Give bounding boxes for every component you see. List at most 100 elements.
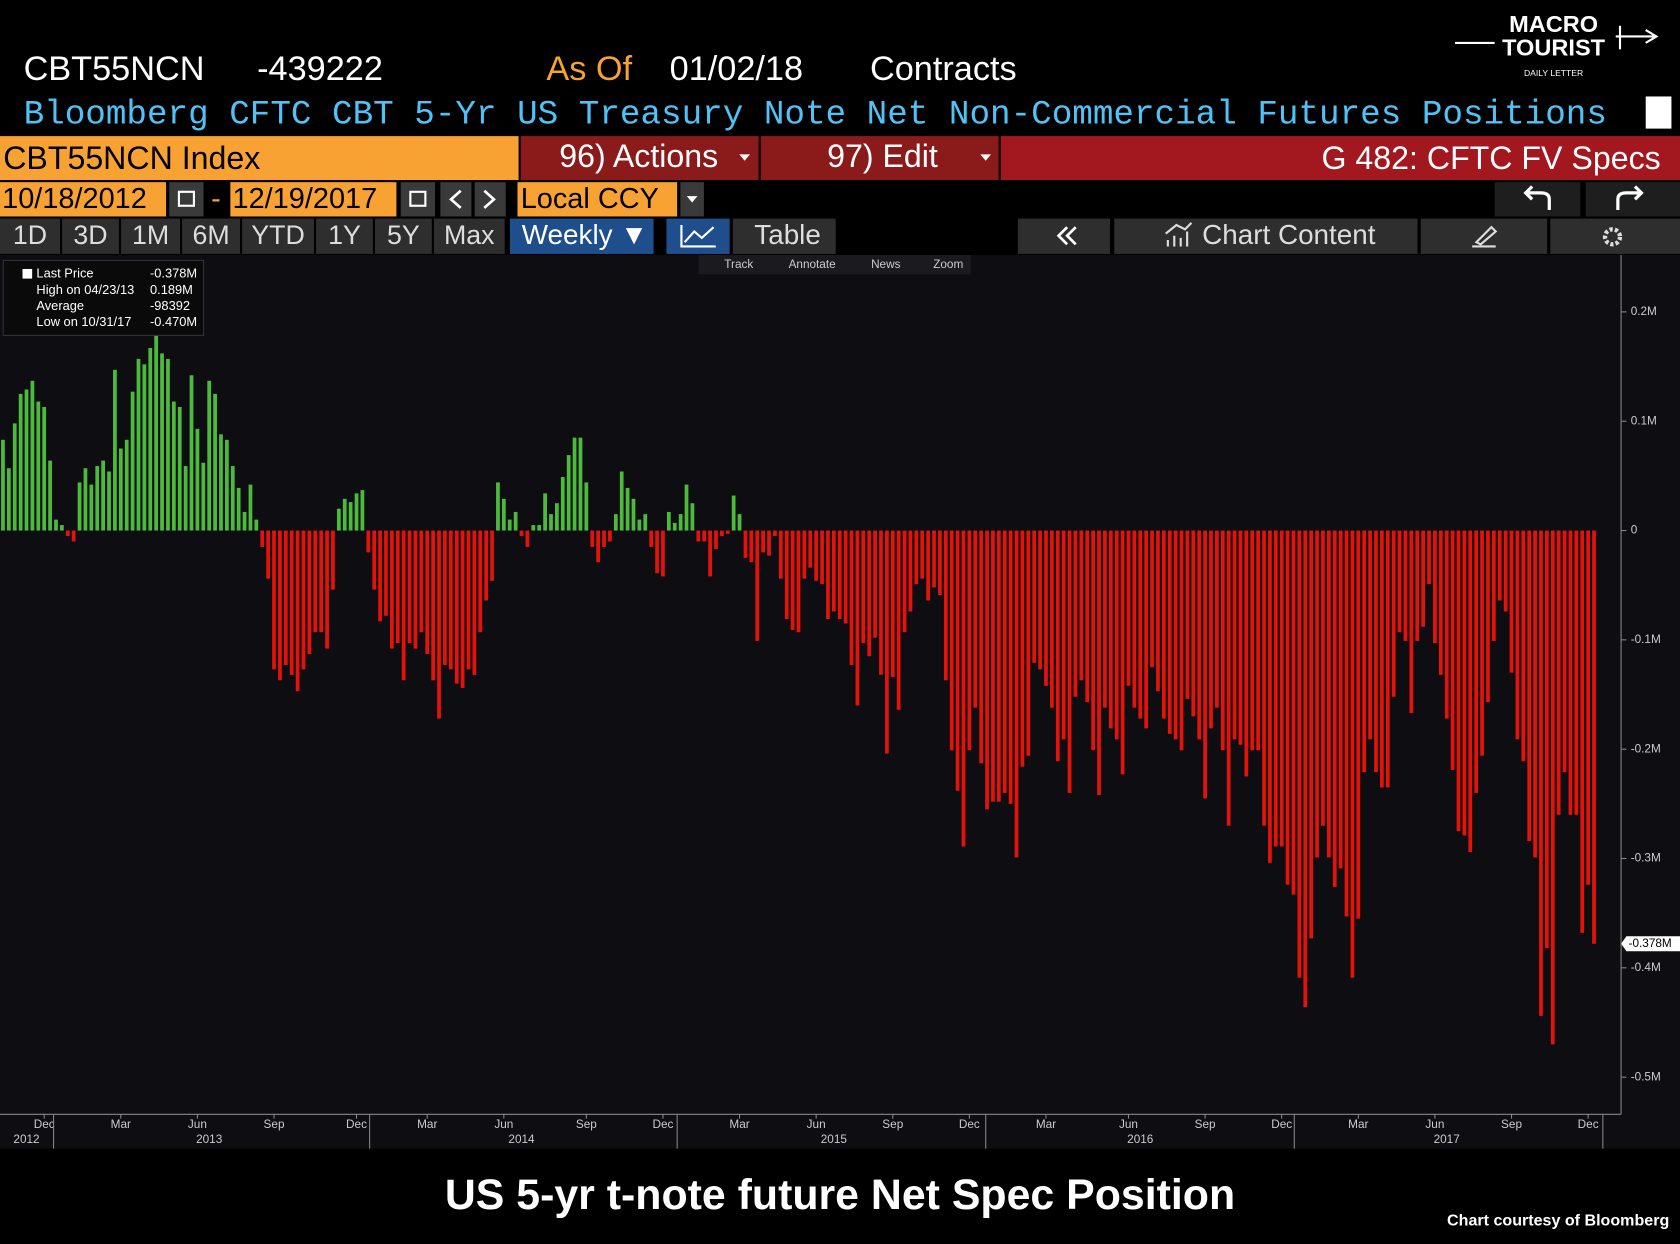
- bar: [1120, 530, 1125, 775]
- chart-tool[interactable]: News: [871, 258, 901, 271]
- bar: [372, 530, 377, 590]
- chart-tool[interactable]: Zoom: [933, 258, 963, 271]
- redo-button[interactable]: [1585, 182, 1680, 217]
- bar: [431, 530, 435, 681]
- period-label: Max: [444, 220, 495, 250]
- chart-content-button[interactable]: [1114, 218, 1418, 254]
- calendar-button[interactable]: [169, 182, 204, 217]
- bar: [513, 511, 518, 531]
- period-button[interactable]: [0, 218, 60, 254]
- bar: [507, 519, 512, 531]
- bar: [1173, 530, 1178, 740]
- bar: [48, 460, 52, 531]
- bar: [1338, 530, 1343, 869]
- y-tick-label: -0.5M: [1631, 1070, 1661, 1083]
- bar: [1580, 530, 1585, 933]
- legend-value: -98392: [150, 298, 190, 313]
- bar: [914, 530, 919, 585]
- bar: [171, 401, 176, 531]
- bar: [1368, 530, 1372, 740]
- legend-label: Last Price: [36, 266, 93, 281]
- legend-value: -0.470M: [150, 314, 197, 329]
- currency-field[interactable]: [517, 182, 678, 217]
- bar: [1103, 530, 1107, 708]
- period-button[interactable]: [121, 218, 180, 254]
- period-button[interactable]: [375, 218, 432, 254]
- bar: [843, 530, 848, 624]
- bar: [1474, 530, 1479, 793]
- x-tick-label: Jun: [1425, 1118, 1444, 1131]
- bar: [773, 530, 777, 536]
- legend-label: Low on 10/31/17: [36, 314, 131, 329]
- prev-button[interactable]: [440, 182, 472, 217]
- chart-view-button[interactable]: [666, 218, 730, 254]
- frequency-button[interactable]: [510, 218, 654, 254]
- start-date: 10/18/2012: [2, 183, 147, 215]
- security-field[interactable]: [0, 136, 519, 181]
- next-button[interactable]: [474, 182, 506, 217]
- x-tick-label: Dec: [34, 1118, 55, 1131]
- bar: [1550, 530, 1555, 1045]
- x-year-label: 2012: [13, 1133, 39, 1146]
- bar: [95, 466, 100, 531]
- bar: [1044, 530, 1048, 686]
- period-button[interactable]: [316, 218, 373, 254]
- edit-chart-button[interactable]: [1420, 218, 1548, 254]
- period-button[interactable]: [62, 218, 119, 254]
- settings-button[interactable]: [1550, 218, 1680, 254]
- table-button[interactable]: [732, 218, 836, 254]
- bar: [991, 530, 995, 802]
- x-tick-label: Mar: [111, 1118, 131, 1131]
- bar: [1497, 530, 1502, 601]
- chart-tool[interactable]: Track: [724, 258, 753, 271]
- collapse-button[interactable]: [1017, 218, 1110, 254]
- bar: [666, 511, 671, 531]
- undo-button[interactable]: [1494, 182, 1581, 217]
- next-icon: [483, 189, 496, 209]
- security: CBT55NCN Index: [3, 140, 260, 176]
- bar: [755, 530, 760, 641]
- bar: [107, 471, 111, 531]
- legend-value: -0.378M: [150, 266, 197, 281]
- period-button[interactable]: [433, 218, 505, 254]
- bar: [926, 530, 930, 601]
- calendar-button[interactable]: [400, 182, 435, 217]
- bar: [1232, 530, 1237, 740]
- end-date-field[interactable]: [230, 182, 397, 217]
- bar: [820, 530, 824, 585]
- x-tick-label: Jun: [807, 1118, 826, 1131]
- chart-tool-buttons: Track Annotate News Zoom: [724, 258, 963, 271]
- bar: [136, 358, 141, 531]
- function-label: G 482: CFTC FV Specs: [1322, 140, 1661, 176]
- period-button[interactable]: [242, 218, 314, 254]
- start-date-field[interactable]: [0, 182, 167, 217]
- bar: [837, 530, 842, 620]
- actions-button[interactable]: [520, 136, 759, 181]
- bar: [1273, 530, 1278, 847]
- period-button[interactable]: [182, 218, 240, 254]
- bar: [18, 393, 23, 531]
- bar: [443, 530, 447, 666]
- x-tick-label: Mar: [729, 1118, 749, 1131]
- as-of-label: As Of: [546, 50, 632, 88]
- bar: [560, 476, 565, 531]
- bar: [525, 530, 530, 547]
- bar: [902, 530, 907, 633]
- period-label: 6M: [192, 220, 229, 250]
- x-tick-label: Sep: [576, 1118, 597, 1131]
- export-icon[interactable]: [1645, 96, 1672, 129]
- x-tick-label: Jun: [494, 1118, 513, 1131]
- bar: [384, 530, 388, 616]
- edit-button[interactable]: [760, 136, 999, 181]
- dropdown-arrow: [980, 154, 992, 161]
- period-label: 1M: [132, 220, 169, 250]
- bar: [366, 530, 371, 553]
- last-price-label: -0.378M: [1629, 937, 1672, 950]
- bar: [283, 530, 288, 666]
- chart-content-icon: [1165, 222, 1193, 247]
- bar: [1303, 530, 1308, 1008]
- chart-tool[interactable]: Annotate: [789, 258, 837, 271]
- bar: [531, 525, 536, 531]
